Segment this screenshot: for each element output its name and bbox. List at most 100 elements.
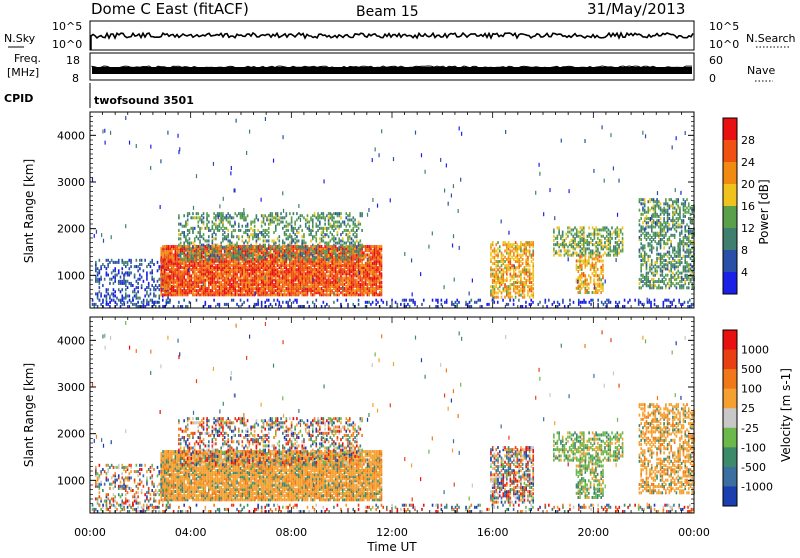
power-cell xyxy=(360,283,362,286)
power-cell xyxy=(330,264,332,267)
power-cell xyxy=(189,242,191,245)
power-cell xyxy=(560,235,562,238)
power-cell xyxy=(527,249,529,252)
power-cell xyxy=(187,212,189,215)
power-cell xyxy=(242,245,244,248)
power-cell xyxy=(217,289,219,292)
power-cell xyxy=(310,239,312,242)
power-cell xyxy=(331,245,333,248)
power-cell xyxy=(640,198,642,201)
power-cell xyxy=(268,260,270,263)
power-cell xyxy=(215,250,217,253)
power-cell xyxy=(522,281,524,284)
power-cell xyxy=(331,237,333,240)
power-cell xyxy=(557,235,559,238)
power-cell xyxy=(205,245,207,248)
power-cell xyxy=(647,284,649,287)
power-cell xyxy=(321,287,323,290)
power-cell xyxy=(497,291,499,294)
power-cell xyxy=(351,252,353,255)
power-cell xyxy=(594,252,596,255)
power-cell xyxy=(182,289,184,292)
power-cell xyxy=(356,239,358,242)
power-cell xyxy=(114,274,116,277)
power-cell xyxy=(579,283,581,286)
power-cell xyxy=(280,216,282,219)
power-cell xyxy=(587,235,589,238)
power-cell xyxy=(319,245,321,248)
power-cell xyxy=(266,216,268,219)
power-cell xyxy=(210,250,212,253)
power-cell xyxy=(289,279,291,282)
power-cell xyxy=(574,237,576,240)
power-cell xyxy=(600,255,602,258)
power-cell xyxy=(333,274,335,277)
power-cell xyxy=(502,241,504,244)
freq-trace xyxy=(92,66,692,74)
power-cell xyxy=(203,237,205,240)
power-cell xyxy=(137,286,139,289)
power-cell xyxy=(113,276,115,279)
power-cell xyxy=(312,247,314,250)
power-cell xyxy=(513,247,515,250)
power-cell xyxy=(215,214,217,217)
power-cell xyxy=(284,216,286,219)
power-cell xyxy=(226,214,228,217)
power-cell xyxy=(287,248,289,251)
power-cell xyxy=(282,245,284,248)
power-cell xyxy=(529,264,531,267)
power-cell xyxy=(238,223,240,226)
power-cell xyxy=(567,245,569,248)
power-cell xyxy=(312,235,314,238)
power-cell xyxy=(342,268,344,271)
power-cell xyxy=(107,259,109,262)
power-cell xyxy=(581,272,583,275)
power-cell xyxy=(312,250,314,253)
power-cell xyxy=(651,267,653,270)
power-cell xyxy=(197,221,199,224)
power-cell xyxy=(291,245,293,248)
power-cell xyxy=(192,281,194,284)
power-cell xyxy=(144,295,146,298)
power-cell xyxy=(280,285,282,288)
power-cell xyxy=(123,297,125,300)
power-cell xyxy=(333,212,335,215)
power-cell xyxy=(328,227,330,230)
power-cell xyxy=(111,259,113,262)
power-cell xyxy=(345,256,347,259)
power-cell xyxy=(219,223,221,226)
power-cell xyxy=(576,228,578,231)
power-cell xyxy=(361,277,363,280)
power-cell xyxy=(616,226,618,229)
power-cell xyxy=(234,244,236,247)
power-cell xyxy=(599,289,601,292)
power-cell xyxy=(497,268,499,271)
nsky-label: N.Sky xyxy=(4,32,36,45)
power-cell xyxy=(183,242,185,245)
power-cell xyxy=(282,239,284,242)
power-cell xyxy=(592,262,594,265)
power-cell xyxy=(647,255,649,258)
power-cell xyxy=(356,246,358,249)
power-cell xyxy=(185,256,187,259)
power-cell xyxy=(266,248,268,251)
power-cell xyxy=(208,214,210,217)
power-cell xyxy=(247,229,249,232)
power-cell xyxy=(153,278,155,281)
power-cell xyxy=(333,235,335,238)
power-cell xyxy=(338,246,340,249)
power-cell xyxy=(490,266,492,269)
power-cell xyxy=(125,292,127,295)
power-cell xyxy=(280,212,282,215)
power-cell xyxy=(148,295,150,298)
power-cell xyxy=(578,241,580,244)
power-cell xyxy=(132,290,134,293)
power-cell xyxy=(640,225,642,228)
power-cell xyxy=(303,246,305,249)
power-cell xyxy=(305,248,307,251)
power-cell xyxy=(100,303,102,306)
power-cell xyxy=(601,239,603,242)
power-cell xyxy=(361,244,363,247)
power-cell xyxy=(205,227,207,230)
power-cell xyxy=(515,241,517,244)
